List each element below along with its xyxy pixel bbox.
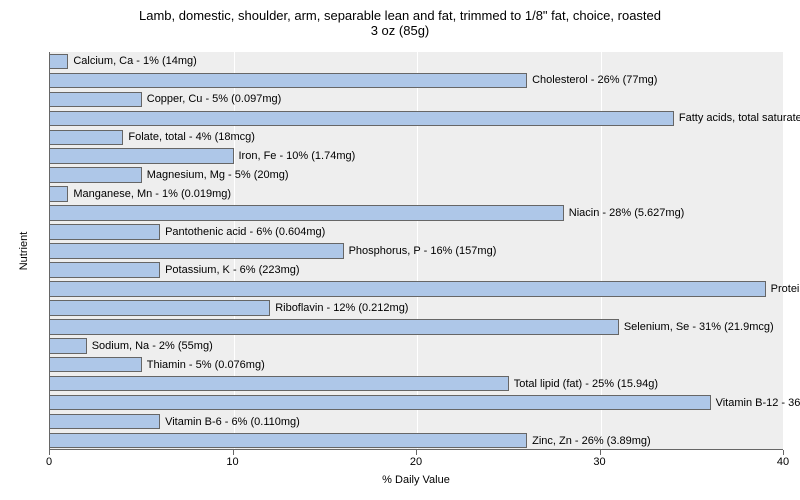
nutrient-bar-chart: Lamb, domestic, shoulder, arm, separable… [0,0,800,500]
bar [50,224,160,240]
bar-label: Zinc, Zn - 26% (3.89mg) [532,435,651,447]
x-tick-label: 30 [593,456,605,468]
x-axis-title: % Daily Value [382,474,450,486]
bar-label: Sodium, Na - 2% (55mg) [92,340,213,352]
bar [50,148,234,164]
bar-label: Pantothenic acid - 6% (0.604mg) [165,226,325,238]
bar-label: Folate, total - 4% (18mcg) [128,131,255,143]
bar [50,167,142,183]
bar-label: Niacin - 28% (5.627mg) [569,207,685,219]
bar-label: Phosphorus, P - 16% (157mg) [349,245,497,257]
bar-label: Thiamin - 5% (0.076mg) [147,359,265,371]
bar [50,111,674,127]
bar [50,92,142,108]
y-axis-title: Nutrient [18,232,30,271]
chart-title: Lamb, domestic, shoulder, arm, separable… [0,8,800,38]
x-tick-label: 20 [410,456,422,468]
bar [50,281,766,297]
bar-label: Potassium, K - 6% (223mg) [165,264,300,276]
x-tick [416,450,417,455]
chart-title-line2: 3 oz (85g) [0,23,800,38]
bar [50,395,711,411]
bar-label: Fatty acids, total saturated - 34% (6.83… [679,112,800,124]
bar-label: Total lipid (fat) - 25% (15.94g) [514,378,658,390]
bar-label: Cholesterol - 26% (77mg) [532,74,657,86]
bar [50,262,160,278]
bar-label: Riboflavin - 12% (0.212mg) [275,302,408,314]
bar-label: Vitamin B-6 - 6% (0.110mg) [165,416,300,428]
x-tick-label: 40 [777,456,789,468]
bar-label: Vitamin B-12 - 36% (2.18mcg) [716,397,800,409]
bar-label: Magnesium, Mg - 5% (20mg) [147,169,289,181]
bar [50,300,270,316]
x-tick [49,450,50,455]
bar-label: Iron, Fe - 10% (1.74mg) [239,150,356,162]
bar [50,414,160,430]
bar [50,433,527,449]
bar [50,54,68,70]
bar-label: Copper, Cu - 5% (0.097mg) [147,93,282,105]
chart-title-line1: Lamb, domestic, shoulder, arm, separable… [0,8,800,23]
bar-label: Selenium, Se - 31% (21.9mcg) [624,321,774,333]
bar [50,130,123,146]
x-tick [600,450,601,455]
x-tick [233,450,234,455]
plot-area: Calcium, Ca - 1% (14mg) Cholesterol - 26%… [49,52,783,450]
bar [50,376,509,392]
bar-label: Calcium, Ca - 1% (14mg) [73,55,196,67]
bar [50,243,344,259]
bar [50,319,619,335]
bar-label: Manganese, Mn - 1% (0.019mg) [73,188,231,200]
bar [50,357,142,373]
bar [50,338,87,354]
bar [50,205,564,221]
x-tick-label: 0 [46,456,52,468]
x-tick [783,450,784,455]
bar [50,73,527,89]
x-tick-label: 10 [226,456,238,468]
bar [50,186,68,202]
bar-label: Protein - 39% (19.49g) [771,283,800,295]
